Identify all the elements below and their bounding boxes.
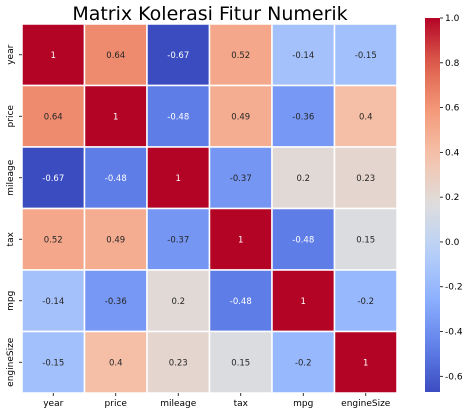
x-tick-label: engineSize (341, 399, 391, 409)
colorbar-tick-label: 0.2 (445, 193, 459, 203)
cell-value-label: 0.2 (296, 174, 310, 184)
cell-value-label: 1 (363, 358, 368, 368)
y-tick-label: tax (6, 231, 16, 246)
heatmap-cell (333, 84, 398, 148)
cell-value-label: -0.48 (105, 174, 127, 184)
heatmap-cell (146, 207, 211, 271)
cell-value-label: 0.4 (109, 358, 123, 368)
x-tick-label: mpg (293, 399, 313, 409)
cell-value-label: 0.52 (44, 235, 63, 245)
heatmap-cells: 1 0.64 -0.67 0.52 -0.14 -0.15 0.64 1 -0.48 0.49 -0… (21, 23, 398, 394)
colorbar-gradient (425, 18, 440, 392)
x-tick-label: year (43, 399, 63, 409)
cell-value-label: -0.48 (167, 112, 189, 122)
cell-value-label: 0.49 (106, 235, 125, 245)
cell-value-label: -0.48 (292, 235, 314, 245)
heatmap-cell (208, 84, 273, 148)
cell-value-label: -0.37 (167, 235, 189, 245)
colorbar-tick-label: 0.0 (445, 238, 460, 248)
y-tick-labels: year price mileage tax mpg engineSize (6, 44, 22, 387)
cell-value-label: 0.52 (231, 51, 250, 61)
y-tick-label: mpg (6, 291, 16, 311)
colorbar: 1.0 0.8 0.6 0.4 0.2 0.0 -0.2 -0.4 -0.6 (425, 14, 463, 392)
cell-value-label: -0.2 (295, 358, 312, 368)
cell-value-label: 1 (176, 174, 181, 184)
cell-value-label: 1 (113, 112, 118, 122)
x-tick-label: mileage (160, 399, 197, 409)
cell-value-label: 1 (301, 297, 306, 307)
y-tick-label: year (6, 44, 16, 64)
chart-title: Matrix Kolerasi Fitur Numerik (72, 3, 347, 25)
heatmap-cell (83, 23, 148, 87)
cell-value-label: 1 (238, 235, 243, 245)
colorbar-tick-label: -0.2 (445, 283, 463, 293)
heatmap-cell (83, 146, 148, 210)
cell-value-label: 0.64 (44, 112, 63, 122)
y-tick-label: price (6, 105, 16, 128)
x-tick-labels: year price mileage tax mpg engineSize (43, 393, 391, 409)
colorbar-tick-label: -0.4 (445, 328, 463, 338)
heatmap-cell (21, 207, 86, 271)
cell-value-label: -0.14 (292, 51, 314, 61)
cell-value-label: 1 (51, 51, 56, 61)
y-tick-label: engineSize (6, 337, 16, 387)
cell-value-label: 0.64 (106, 51, 125, 61)
heatmap-cell (333, 23, 398, 87)
cell-value-label: -0.67 (167, 51, 189, 61)
heatmap-cell (208, 269, 273, 333)
heatmap-cell (333, 207, 398, 271)
cell-value-label: -0.36 (105, 297, 127, 307)
heatmap-cell (333, 146, 398, 210)
heatmap-cell (208, 207, 273, 271)
heatmap-cell (83, 84, 148, 148)
cell-value-label: -0.15 (42, 358, 64, 368)
cell-value-label: 0.15 (356, 235, 375, 245)
heatmap-cell (333, 330, 398, 394)
cell-value-label: -0.2 (357, 297, 374, 307)
heatmap-cell (271, 269, 336, 333)
cell-value-label: 0.23 (356, 174, 375, 184)
cell-value-label: 0.15 (231, 358, 250, 368)
cell-value-label: 0.23 (169, 358, 188, 368)
cell-value-label: -0.36 (292, 112, 314, 122)
cell-value-label: 0.49 (231, 112, 250, 122)
cell-value-label: 0.2 (171, 297, 185, 307)
cell-value-label: -0.14 (42, 297, 64, 307)
heatmap-cell (333, 269, 398, 333)
x-tick-label: price (105, 399, 128, 409)
heatmap-cell (146, 269, 211, 333)
colorbar-tick-label: 0.8 (445, 59, 460, 69)
cell-value-label: -0.67 (42, 174, 64, 184)
heatmap-cell (83, 207, 148, 271)
colorbar-tick-label: 0.4 (445, 148, 460, 158)
cell-value-label: 0.4 (359, 112, 373, 122)
cell-value-label: -0.48 (230, 297, 252, 307)
y-tick-label: mileage (6, 159, 16, 196)
colorbar-tick-label: 0.6 (445, 104, 460, 114)
colorbar-tick-label: 1.0 (445, 14, 460, 24)
cell-value-label: -0.37 (230, 174, 252, 184)
cell-value-label: -0.15 (355, 51, 377, 61)
colorbar-tick-label: -0.6 (445, 372, 463, 382)
heatmap-cell (208, 146, 273, 210)
heatmap-cell (271, 146, 336, 210)
x-tick-label: tax (234, 399, 249, 409)
heatmap-cell (21, 330, 86, 394)
heatmap-cell (271, 207, 336, 271)
